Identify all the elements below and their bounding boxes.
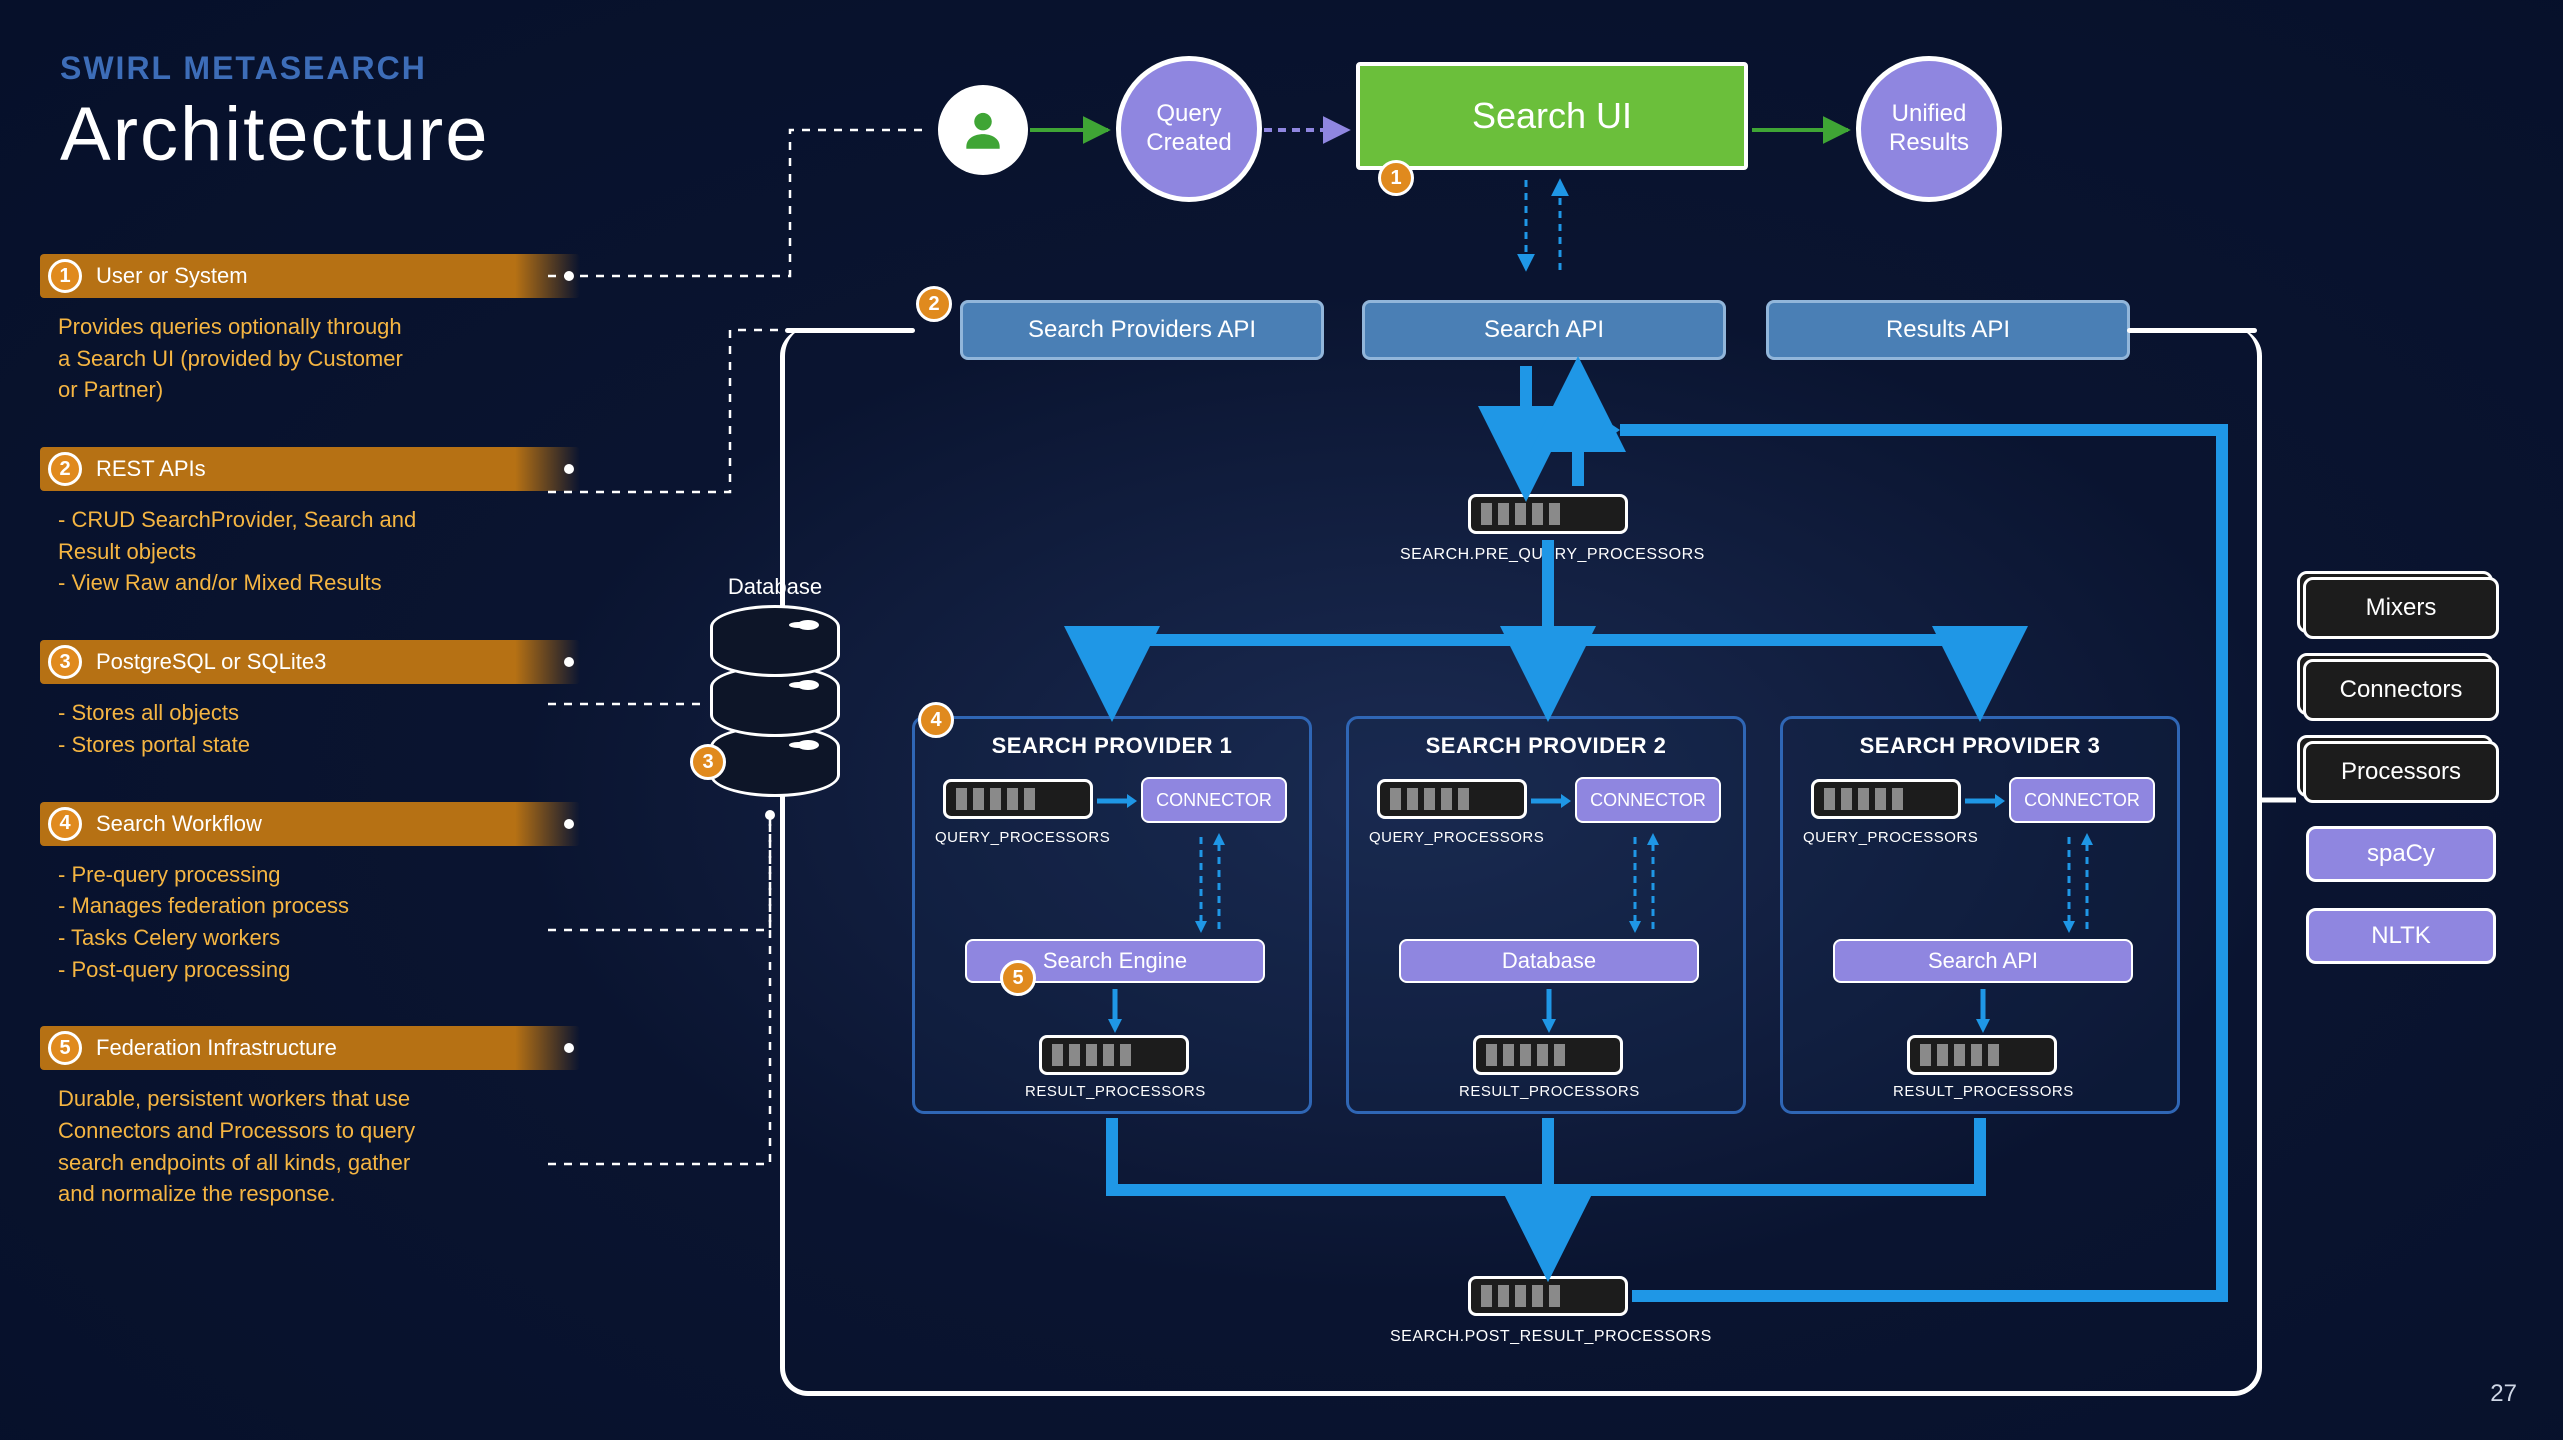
legend-title: Search Workflow <box>96 811 262 837</box>
user-icon <box>938 85 1028 175</box>
result-proc-pipe <box>1907 1035 2057 1075</box>
legend-title: REST APIs <box>96 456 206 482</box>
headline-text: Architecture <box>60 91 490 178</box>
legend-bar: 1 User or System <box>40 254 580 298</box>
legend-desc: - Stores all objects- Stores portal stat… <box>58 698 558 759</box>
result-proc-label: RESULT_PROCESSORS <box>1459 1083 1639 1100</box>
result-proc-pipe <box>1039 1035 1189 1075</box>
eyebrow-text: SWIRL METASEARCH <box>60 50 490 87</box>
stack-mixers: Mixers <box>2306 580 2496 636</box>
result-proc-label: RESULT_PROCESSORS <box>1893 1083 2073 1100</box>
legend-badge: 4 <box>48 807 82 841</box>
connector-box: CONNECTOR <box>2009 777 2155 823</box>
query-proc-label: QUERY_PROCESSORS <box>1369 829 1539 846</box>
overlay-badge-5: 5 <box>1000 960 1036 996</box>
legend-item-3: 3 PostgreSQL or SQLite3 - Stores all objec… <box>40 640 580 759</box>
legend-desc: Durable, persistent workers that useConn… <box>58 1084 558 1209</box>
pre-query-pipe <box>1468 494 1628 534</box>
result-proc-pipe <box>1473 1035 1623 1075</box>
legend-badge: 1 <box>48 259 82 293</box>
query-created-bubble: Query Created <box>1116 56 1262 202</box>
legend-item-4: 4 Search Workflow - Pre-query processing- … <box>40 802 580 985</box>
legend-badge: 2 <box>48 452 82 486</box>
overlay-badge-1: 1 <box>1378 160 1414 196</box>
legend-badge: 3 <box>48 645 82 679</box>
legend-bar: 3 PostgreSQL or SQLite3 <box>40 640 580 684</box>
search-ui-box: Search UI <box>1356 62 1748 170</box>
legend-item-1: 1 User or System Provides queries optional… <box>40 254 580 405</box>
legend-bar: 5 Federation Infrastructure <box>40 1026 580 1070</box>
query-proc-label: QUERY_PROCESSORS <box>1803 829 1973 846</box>
unified-results-bubble: Unified Results <box>1856 56 2002 202</box>
overlay-badge-4: 4 <box>918 702 954 738</box>
provider-target: Search API <box>1833 939 2133 983</box>
post-result-pipe <box>1468 1276 1628 1316</box>
connector-box: CONNECTOR <box>1575 777 1721 823</box>
legend-badge: 5 <box>48 1031 82 1065</box>
search-ui-label: Search UI <box>1472 95 1632 137</box>
unified-results-label: Unified Results <box>1889 100 1969 158</box>
page-number: 27 <box>2490 1380 2517 1408</box>
title-block: SWIRL METASEARCH Architecture <box>60 50 490 178</box>
legend-item-2: 2 REST APIs - CRUD SearchProvider, Search … <box>40 447 580 598</box>
stack-processors: Processors <box>2306 744 2496 800</box>
legend-title: PostgreSQL or SQLite3 <box>96 649 326 675</box>
pre-query-label: SEARCH.PRE_QUERY_PROCESSORS <box>1400 546 1700 564</box>
query-proc-pipe <box>1811 779 1961 819</box>
legend-title: User or System <box>96 263 248 289</box>
query-proc-pipe <box>1377 779 1527 819</box>
provider-card-1: SEARCH PROVIDER 1 QUERY_PROCESSORS CONNECT… <box>912 716 1312 1114</box>
provider-card-3: SEARCH PROVIDER 3 QUERY_PROCESSORS CONNECT… <box>1780 716 2180 1114</box>
legend-bar: 4 Search Workflow <box>40 802 580 846</box>
query-proc-label: QUERY_PROCESSORS <box>935 829 1105 846</box>
provider-title: SEARCH PROVIDER 1 <box>915 733 1309 759</box>
legend-desc: Provides queries optionally througha Sea… <box>58 312 558 405</box>
legend-item-5: 5 Federation Infrastructure Durable, persi… <box>40 1026 580 1209</box>
legend-bar: 2 REST APIs <box>40 447 580 491</box>
provider-title: SEARCH PROVIDER 2 <box>1349 733 1743 759</box>
provider-target: Database <box>1399 939 1699 983</box>
provider-card-2: SEARCH PROVIDER 2 QUERY_PROCESSORS CONNECT… <box>1346 716 1746 1114</box>
stack-connectors: Connectors <box>2306 662 2496 718</box>
database-icon <box>710 605 840 805</box>
provider-title: SEARCH PROVIDER 3 <box>1783 733 2177 759</box>
legend: 1 User or System Provides queries optional… <box>40 254 580 1251</box>
query-created-label: Query Created <box>1146 100 1231 158</box>
stack-spacy: spaCy <box>2306 826 2496 882</box>
legend-title: Federation Infrastructure <box>96 1035 337 1061</box>
legend-desc: - Pre-query processing- Manages federati… <box>58 860 558 985</box>
result-proc-label: RESULT_PROCESSORS <box>1025 1083 1205 1100</box>
query-proc-pipe <box>943 779 1093 819</box>
post-result-label: SEARCH.POST_RESULT_PROCESSORS <box>1390 1328 1710 1346</box>
connector-box: CONNECTOR <box>1141 777 1287 823</box>
legend-desc: - CRUD SearchProvider, Search andResult … <box>58 505 558 598</box>
overlay-badge-3: 3 <box>690 744 726 780</box>
stack-nltk: NLTK <box>2306 908 2496 964</box>
overlay-badge-2: 2 <box>916 286 952 322</box>
